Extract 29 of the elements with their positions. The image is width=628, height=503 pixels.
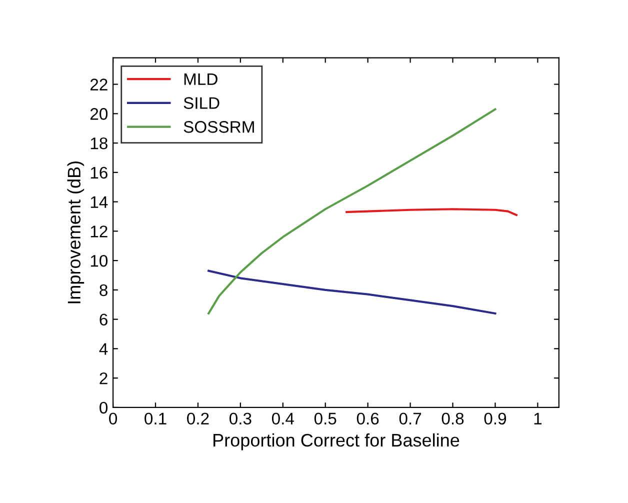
x-tick-label: 0 <box>109 412 118 425</box>
x-tick-label: 0.7 <box>399 412 422 425</box>
y-tick-label: 2 <box>100 372 108 384</box>
y-tick-label: 14 <box>90 196 108 208</box>
x-axis-title: Proportion Correct for Baseline <box>214 433 460 450</box>
y-tick-label: 8 <box>100 284 108 296</box>
x-tick-label: 0.4 <box>272 412 294 425</box>
line-series <box>208 270 496 314</box>
y-tick-label: 10 <box>90 254 108 267</box>
legend-label: MLD <box>184 73 218 85</box>
x-tick-label: 0.6 <box>356 412 379 425</box>
legend-label: SOSSRM <box>184 121 254 133</box>
y-axis-title: Improvement (dB) <box>67 162 84 304</box>
x-tick-label: 0.1 <box>144 412 166 425</box>
x-tick-label: 0.9 <box>484 412 506 425</box>
y-tick-label: 20 <box>90 108 108 120</box>
x-tick-label: 0.3 <box>230 412 252 425</box>
y-tick-label: 6 <box>100 314 108 326</box>
y-tick-label: 4 <box>99 343 108 355</box>
x-tick-label: 0.2 <box>187 412 209 425</box>
y-tick-label: 0 <box>100 402 108 414</box>
x-tick-label: 0.5 <box>314 412 336 425</box>
y-tick-label: 12 <box>90 226 108 238</box>
y-tick-label: 22 <box>90 78 108 90</box>
x-tick-label: 0.8 <box>442 412 464 425</box>
y-tick-label: 18 <box>90 137 108 150</box>
x-tick-label: 1 <box>534 412 542 424</box>
legend-label: SILD <box>184 97 220 109</box>
y-tick-label: 16 <box>90 166 108 179</box>
